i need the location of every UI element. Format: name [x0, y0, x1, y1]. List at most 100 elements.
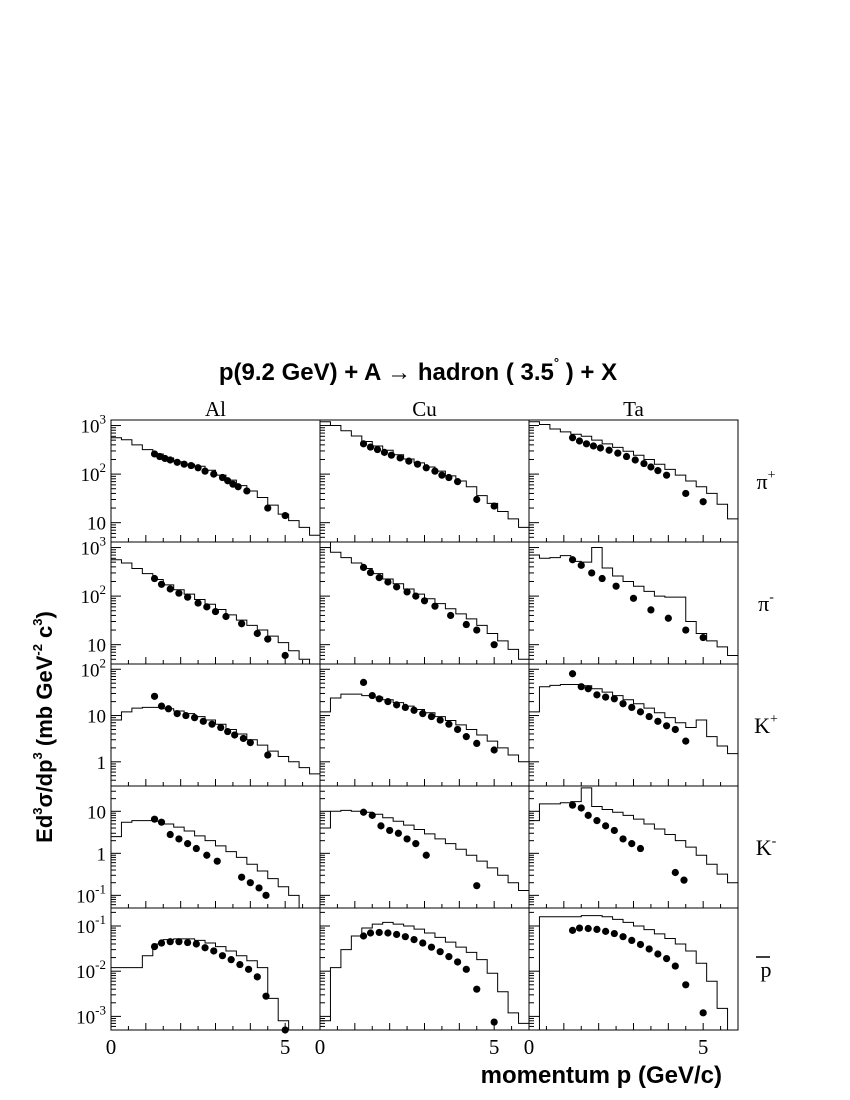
- data-point: [394, 829, 402, 837]
- data-point: [208, 720, 216, 728]
- data-point: [436, 716, 444, 724]
- column-label-ta: Ta: [623, 397, 644, 421]
- data-point: [453, 725, 462, 734]
- data-point: [610, 929, 618, 938]
- data-point: [231, 731, 239, 739]
- data-point: [422, 464, 430, 472]
- panel-piminus-al: [110, 541, 321, 665]
- data-point: [264, 504, 272, 512]
- data-point: [366, 568, 375, 577]
- data-point: [375, 928, 383, 937]
- data-point: [605, 446, 613, 454]
- model-histogram: [111, 559, 320, 665]
- data-point: [410, 935, 418, 944]
- data-point: [373, 445, 382, 454]
- data-point: [453, 478, 462, 486]
- data-point: [445, 720, 453, 728]
- data-point: [584, 685, 592, 693]
- panel-piplus-cu: [319, 419, 530, 543]
- data-point: [405, 457, 413, 465]
- data-point: [413, 460, 422, 468]
- y-tick-label: 103: [81, 534, 107, 560]
- data-point: [419, 710, 427, 718]
- x-tick-label-cu: 5: [489, 1035, 500, 1059]
- data-point: [387, 451, 396, 459]
- data-point: [420, 597, 429, 605]
- data-point: [262, 992, 270, 1000]
- y-tick-label: 1: [97, 753, 107, 774]
- y-tick-label: 1: [97, 844, 107, 865]
- data-point: [194, 599, 202, 607]
- data-point: [602, 927, 610, 935]
- data-point: [218, 952, 227, 960]
- data-point: [654, 467, 662, 475]
- data-point: [203, 851, 211, 859]
- data-point: [368, 691, 376, 700]
- data-point: [150, 692, 159, 700]
- y-tick-labels-piplus: 10 102 103: [81, 412, 107, 535]
- data-point: [473, 882, 481, 890]
- data-point: [375, 695, 383, 703]
- data-point: [422, 851, 430, 859]
- data-point: [614, 449, 622, 457]
- model-histogram: [529, 421, 738, 520]
- particle-label-pbar: p: [761, 957, 772, 982]
- data-point: [577, 683, 585, 691]
- data-point: [184, 938, 192, 947]
- data-point: [628, 936, 636, 944]
- data-point: [640, 459, 648, 468]
- data-point: [631, 456, 639, 464]
- data-point: [473, 626, 481, 634]
- y-tick-labels-kminus: 10-1 1 10: [76, 802, 106, 907]
- data-point: [243, 487, 251, 495]
- panel-kminus-ta: [528, 785, 739, 909]
- data-point: [431, 467, 439, 475]
- model-histogram: [320, 921, 529, 1024]
- data-point: [619, 933, 627, 941]
- data-point: [588, 569, 596, 577]
- data-point: [619, 700, 627, 708]
- data-point: [359, 678, 368, 687]
- particle-label-kplus: K+: [754, 712, 778, 738]
- data-point: [682, 737, 690, 745]
- data-point: [239, 734, 247, 743]
- data-point: [671, 868, 679, 877]
- data-point: [593, 817, 601, 825]
- chart-title: p(9.2 GeV) + A → hadron ( 3.5° ) + X: [219, 355, 617, 386]
- data-point: [359, 563, 368, 571]
- data-point: [201, 944, 209, 952]
- data-point: [377, 822, 385, 830]
- y-tick-label: 10-1: [76, 881, 106, 907]
- data-point: [636, 708, 645, 716]
- data-point: [166, 938, 174, 946]
- data-point: [412, 592, 420, 600]
- data-point: [173, 710, 181, 718]
- data-point: [164, 705, 173, 713]
- data-point: [568, 670, 577, 678]
- panel-kplus-ta: [528, 663, 739, 787]
- data-point: [264, 635, 272, 643]
- data-point: [636, 940, 645, 949]
- data-point: [602, 822, 610, 830]
- y-tick-labels-kplus: 1 10 102: [81, 655, 107, 774]
- data-point: [281, 651, 289, 660]
- data-point: [175, 835, 183, 843]
- data-point: [386, 826, 394, 835]
- data-point: [682, 489, 690, 498]
- particle-labels: π+ π- K+ K-p: [754, 468, 778, 982]
- data-point: [647, 463, 655, 471]
- data-point: [401, 703, 409, 711]
- data-point: [393, 930, 401, 939]
- data-point: [490, 502, 498, 510]
- data-point: [262, 891, 270, 899]
- panel-grid: 101021031010210311010210-111010-310-210-…: [76, 412, 739, 1034]
- y-tick-label: 103: [81, 412, 107, 438]
- y-tick-label: 10-2: [76, 957, 106, 983]
- data-point: [577, 561, 585, 569]
- y-tick-label: 10: [87, 514, 106, 535]
- data-point: [187, 461, 195, 470]
- data-point: [575, 437, 584, 445]
- data-point: [602, 693, 610, 701]
